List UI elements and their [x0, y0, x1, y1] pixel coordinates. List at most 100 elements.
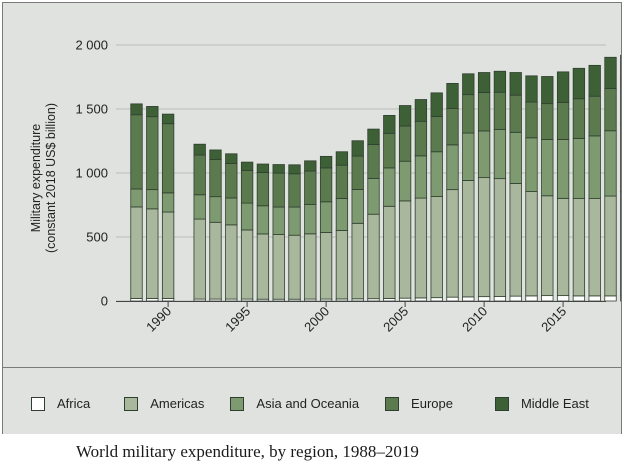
bar-segment	[335, 151, 349, 166]
x-tick-label: 2005	[380, 304, 411, 335]
y-tick-label: 1 500	[75, 102, 108, 117]
bar-segment	[493, 128, 507, 180]
bar-segment	[541, 295, 554, 302]
bar-segment	[493, 178, 507, 297]
bar-segment	[525, 137, 538, 192]
y-tick-label: 0	[101, 294, 108, 309]
bar-segment	[525, 295, 538, 302]
bar-segment	[572, 295, 586, 302]
legend-item-middle-east: Middle East	[494, 396, 589, 411]
bars	[130, 54, 621, 302]
bar-segment	[130, 103, 143, 116]
bar-segment	[398, 200, 412, 299]
bar-segment	[462, 73, 475, 96]
bar-segment	[509, 94, 522, 133]
bar-segment	[477, 177, 491, 298]
bar-segment	[430, 92, 443, 117]
bar-segment	[462, 180, 475, 298]
bar-segment	[446, 189, 459, 298]
bar-segment	[541, 139, 554, 197]
bar-segment	[477, 92, 491, 132]
bar-segment	[430, 116, 443, 153]
bar-segment	[383, 115, 396, 134]
bar-segment	[351, 222, 364, 300]
bar-segment	[256, 205, 270, 235]
bar-segment	[256, 233, 270, 300]
bar-segment	[130, 206, 143, 299]
bar-segment	[161, 192, 175, 213]
bar-segment	[146, 116, 159, 191]
bar-segment	[430, 196, 443, 299]
x-tick-label: 2000	[301, 304, 332, 335]
bar-segment	[604, 195, 617, 297]
bar-segment	[556, 71, 570, 103]
bar-segment	[604, 56, 617, 89]
bar-segment	[209, 149, 222, 160]
y-axis-label-line2: (constant 2018 US$ billion)	[44, 103, 58, 253]
bar-segment	[225, 153, 238, 164]
bar-segment	[541, 76, 554, 105]
chart-frame: 0 500 1 000 1 500 2 000 1990 1995 2000 2005 2010 2…	[2, 2, 622, 434]
bar-segment	[509, 183, 522, 297]
legend-label: Asia and Oceania	[256, 396, 360, 411]
bar-segment	[572, 98, 586, 139]
bar-segment	[588, 64, 601, 97]
bar-segment	[462, 296, 475, 302]
bar-segment	[288, 173, 301, 208]
bar-segment	[556, 295, 570, 302]
bar-segment	[383, 167, 396, 207]
bar-segment	[351, 155, 364, 190]
bar-segment	[414, 197, 428, 299]
bar-segment	[509, 295, 522, 302]
bar-segment	[146, 189, 159, 210]
bar-segment	[351, 140, 364, 157]
y-tick-label: 500	[86, 230, 108, 245]
x-tick-label: 1995	[222, 304, 253, 335]
bar-segment	[335, 230, 349, 300]
bar-segment	[414, 120, 428, 157]
bar-segment	[446, 144, 459, 191]
bar-segment	[588, 135, 601, 200]
bar-segment	[367, 213, 380, 300]
bar-segment	[146, 106, 159, 118]
legend-label: Middle East	[520, 396, 589, 411]
legend-item-americas: Americas	[124, 396, 204, 411]
legend-bar: Africa Americas Asia and Oceania Europe Midd…	[3, 367, 621, 434]
bar-segment	[588, 95, 601, 137]
y-tick-label: 2 000	[75, 38, 108, 53]
bar-segment	[240, 161, 254, 171]
bar-segment	[272, 172, 285, 208]
bar-segment	[446, 83, 459, 109]
y-tick-label: 1 000	[75, 166, 108, 181]
bar-segment	[304, 170, 317, 205]
bar-segment	[209, 159, 222, 198]
bar-segment	[414, 155, 428, 199]
bar-segment	[335, 164, 349, 199]
bar-segment	[161, 211, 175, 299]
bar-segment	[367, 144, 380, 179]
legend-swatch	[31, 396, 45, 411]
bar-segment	[288, 164, 301, 175]
x-tick-label: 2015	[538, 304, 569, 335]
bar-segment	[319, 167, 333, 203]
bar-segment	[588, 198, 601, 297]
bar-segment	[225, 224, 238, 300]
bar-segment	[525, 101, 538, 139]
bar-segment	[493, 91, 507, 130]
legend-label: Americas	[150, 396, 205, 411]
bar-segment	[225, 197, 238, 226]
bar-segment	[398, 297, 412, 302]
bar-segment	[367, 177, 380, 215]
bar-segment	[304, 203, 317, 235]
bar-segment	[572, 67, 586, 100]
bar-segment	[604, 130, 617, 197]
bar-segment	[193, 218, 206, 300]
bar-segment	[193, 143, 206, 156]
chart-caption: World military expenditure, by region, 1…	[76, 442, 419, 461]
bar-segment	[541, 103, 554, 140]
bar-segment	[304, 160, 317, 172]
bar-segment	[572, 138, 586, 200]
bar-segment	[272, 206, 285, 235]
bar-segment	[383, 205, 396, 299]
bar-segment	[240, 229, 254, 300]
